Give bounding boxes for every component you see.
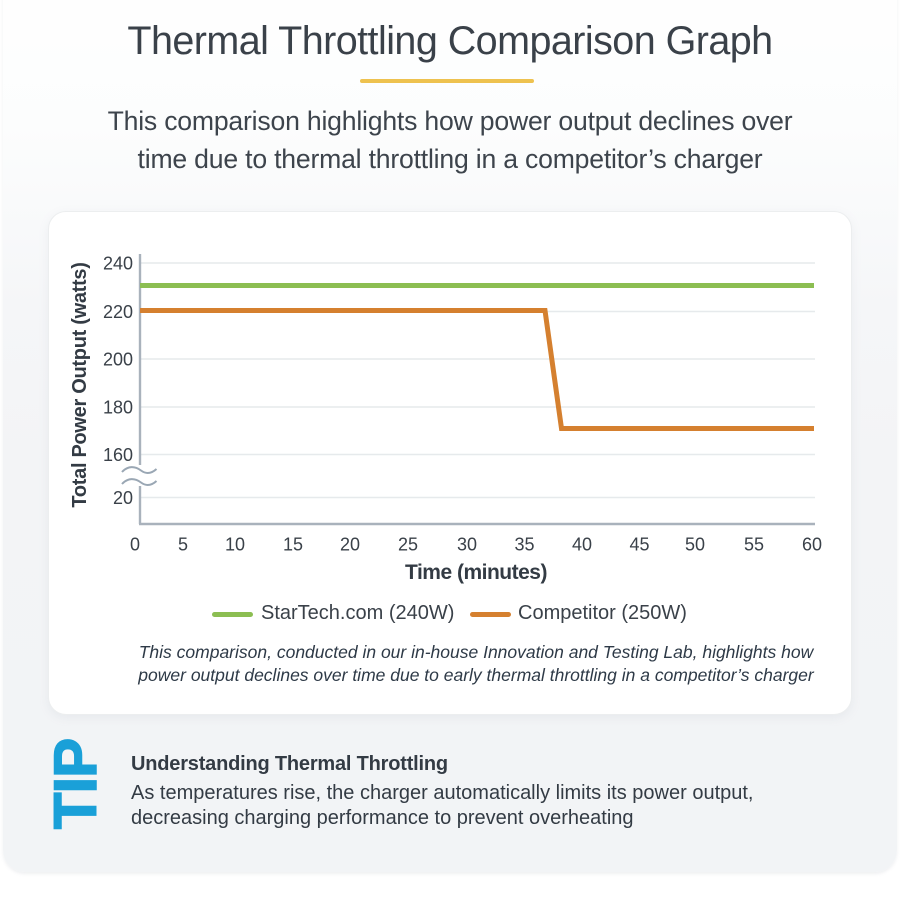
svg-text:240: 240: [103, 254, 133, 274]
svg-text:45: 45: [629, 535, 649, 555]
svg-text:0: 0: [130, 535, 140, 555]
svg-text:15: 15: [283, 535, 303, 555]
svg-text:20: 20: [340, 535, 360, 555]
svg-text:55: 55: [744, 535, 764, 555]
svg-text:20: 20: [113, 488, 133, 508]
svg-text:25: 25: [398, 535, 418, 555]
svg-text:30: 30: [457, 535, 477, 555]
svg-text:200: 200: [103, 350, 133, 370]
svg-text:220: 220: [103, 302, 133, 322]
svg-text:40: 40: [572, 535, 592, 555]
svg-text:50: 50: [685, 535, 705, 555]
svg-text:35: 35: [514, 535, 534, 555]
svg-text:5: 5: [178, 535, 188, 555]
svg-text:180: 180: [103, 398, 133, 418]
svg-text:60: 60: [802, 535, 822, 555]
svg-text:160: 160: [103, 445, 133, 465]
svg-text:10: 10: [225, 535, 245, 555]
